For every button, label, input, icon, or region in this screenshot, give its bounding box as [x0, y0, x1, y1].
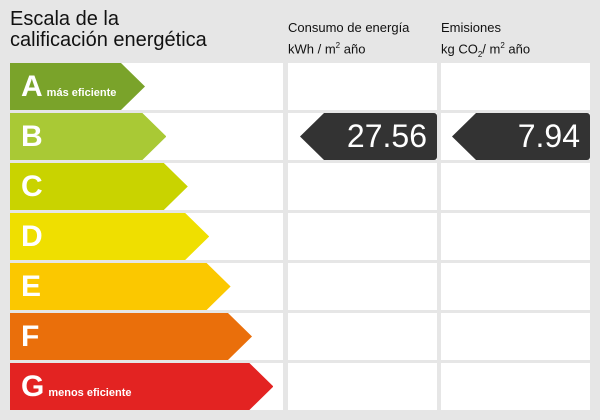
class-letter: D [21, 219, 43, 253]
class-arrow-d: D [10, 213, 209, 260]
class-arrow-e: E [10, 263, 231, 310]
class-letter: C [21, 169, 43, 203]
class-letter: F [21, 319, 40, 353]
emisiones-cell [441, 263, 590, 310]
class-arrow-f: F [10, 313, 252, 360]
consumo-cell [288, 263, 437, 310]
emisiones-cell [441, 213, 590, 260]
consumo-cell [288, 213, 437, 260]
consumo-value: 27.56 [346, 118, 427, 154]
class-letter: B [21, 119, 43, 153]
emisiones-cell [441, 63, 590, 110]
consumo-header: Consumo de energía kWh / m2 año [288, 20, 410, 57]
consumo-cell [288, 363, 437, 410]
consumo-cell [288, 163, 437, 210]
class-arrow-b: B [10, 113, 166, 160]
class-note: menos eficiente [48, 386, 132, 399]
page-title: Escala de la calificación energética [10, 8, 207, 51]
consumo-indicator: 27.56 [300, 113, 437, 160]
class-letter: E [21, 269, 42, 303]
emisiones-value: 7.94 [517, 118, 580, 154]
consumo-cell [288, 63, 437, 110]
emisiones-cell [441, 313, 590, 360]
class-letter: G [21, 369, 45, 403]
consumo-cell [288, 313, 437, 360]
emisiones-cell [441, 163, 590, 210]
class-arrow-c: C [10, 163, 188, 210]
class-letter: A [21, 69, 43, 103]
emisiones-header: Emisiones kg CO2/ m2 año [441, 20, 531, 59]
emisiones-cell [441, 363, 590, 410]
class-note: más eficiente [46, 86, 117, 99]
emisiones-indicator: 7.94 [452, 113, 590, 160]
